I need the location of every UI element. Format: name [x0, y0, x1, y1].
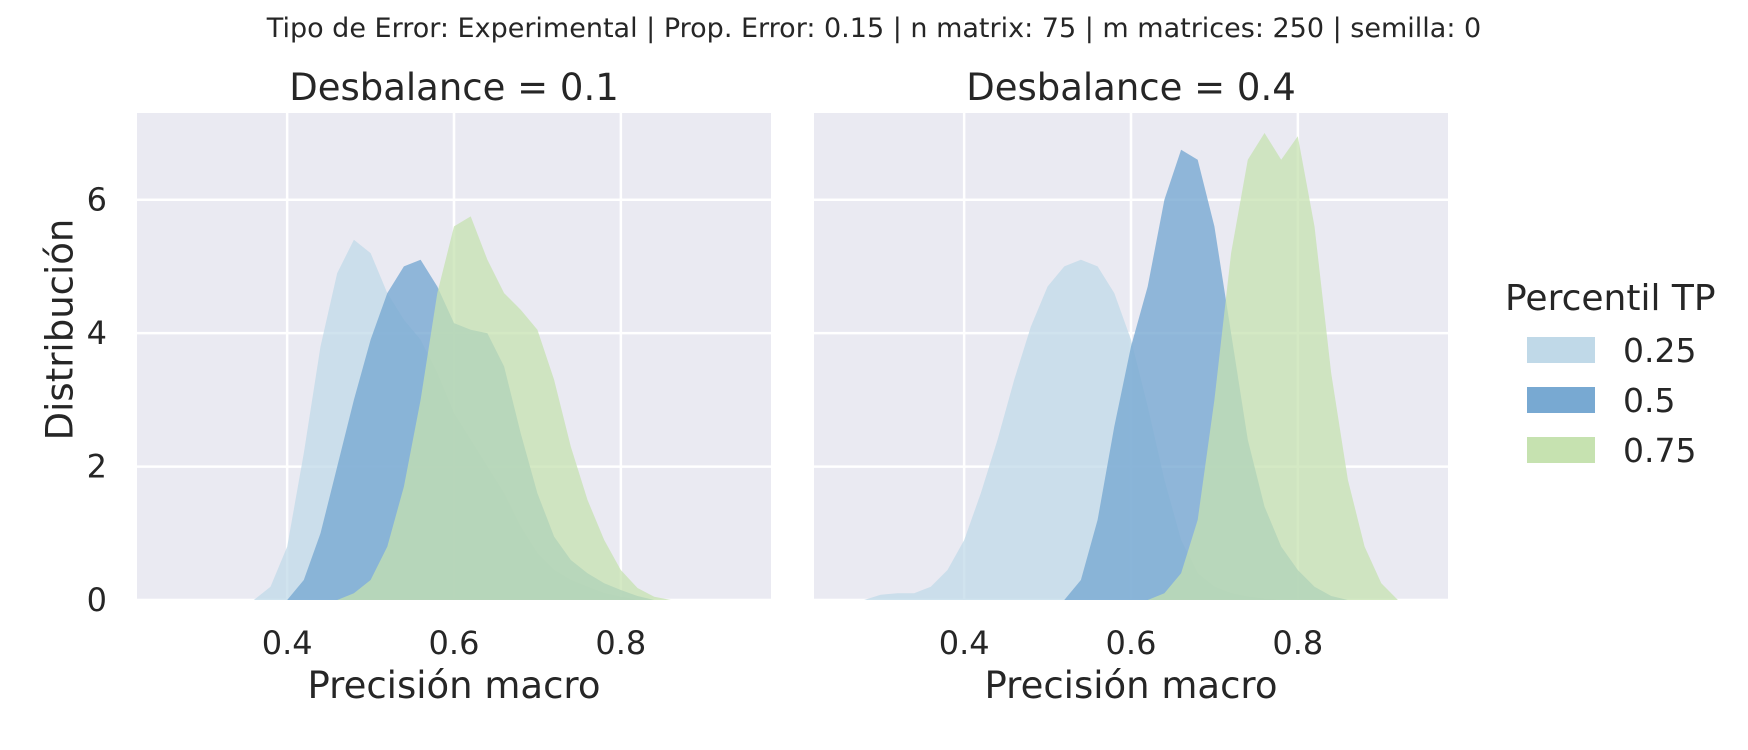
density-area-0.75	[1147, 133, 1398, 600]
legend: Percentil TP 0.25 0.5 0.75	[1505, 278, 1716, 470]
suptitle: Tipo de Error: Experimental | Prop. Erro…	[266, 13, 1481, 44]
x-axis-label: Precisión macro	[985, 664, 1278, 707]
density-area-0.75	[337, 216, 671, 600]
density-area-0.25	[864, 259, 1282, 600]
panel-title: Desbalance = 0.4	[966, 66, 1296, 109]
legend-label: 0.5	[1623, 381, 1675, 420]
legend-swatch-0.75	[1527, 437, 1595, 463]
legend-swatch-0.5	[1527, 387, 1595, 413]
y-tick-label: 6	[87, 181, 107, 219]
panel-title: Desbalance = 0.1	[289, 66, 619, 109]
y-tick-label: 2	[87, 448, 107, 486]
panel-desbalance-01: Desbalance = 0.1 0.4 0.6 0.8 0 2 4 6 Precisión m…	[39, 66, 771, 707]
legend-label: 0.75	[1623, 431, 1696, 470]
x-tick-label: 0.8	[1272, 624, 1323, 662]
legend-title: Percentil TP	[1505, 278, 1716, 319]
y-tick-label: 4	[87, 314, 107, 352]
density-area-0.5	[1064, 149, 1348, 600]
x-tick-label: 0.4	[939, 624, 990, 662]
x-tick-label: 0.4	[262, 624, 313, 662]
legend-label: 0.25	[1623, 331, 1696, 370]
x-tick-label: 0.6	[1106, 624, 1157, 662]
x-tick-label: 0.6	[429, 624, 480, 662]
y-tick-label: 0	[87, 581, 107, 619]
x-tick-label: 0.8	[595, 624, 646, 662]
y-axis-label: Distribución	[39, 219, 82, 441]
legend-swatch-0.25	[1527, 337, 1595, 363]
x-axis-label: Precisión macro	[308, 664, 601, 707]
